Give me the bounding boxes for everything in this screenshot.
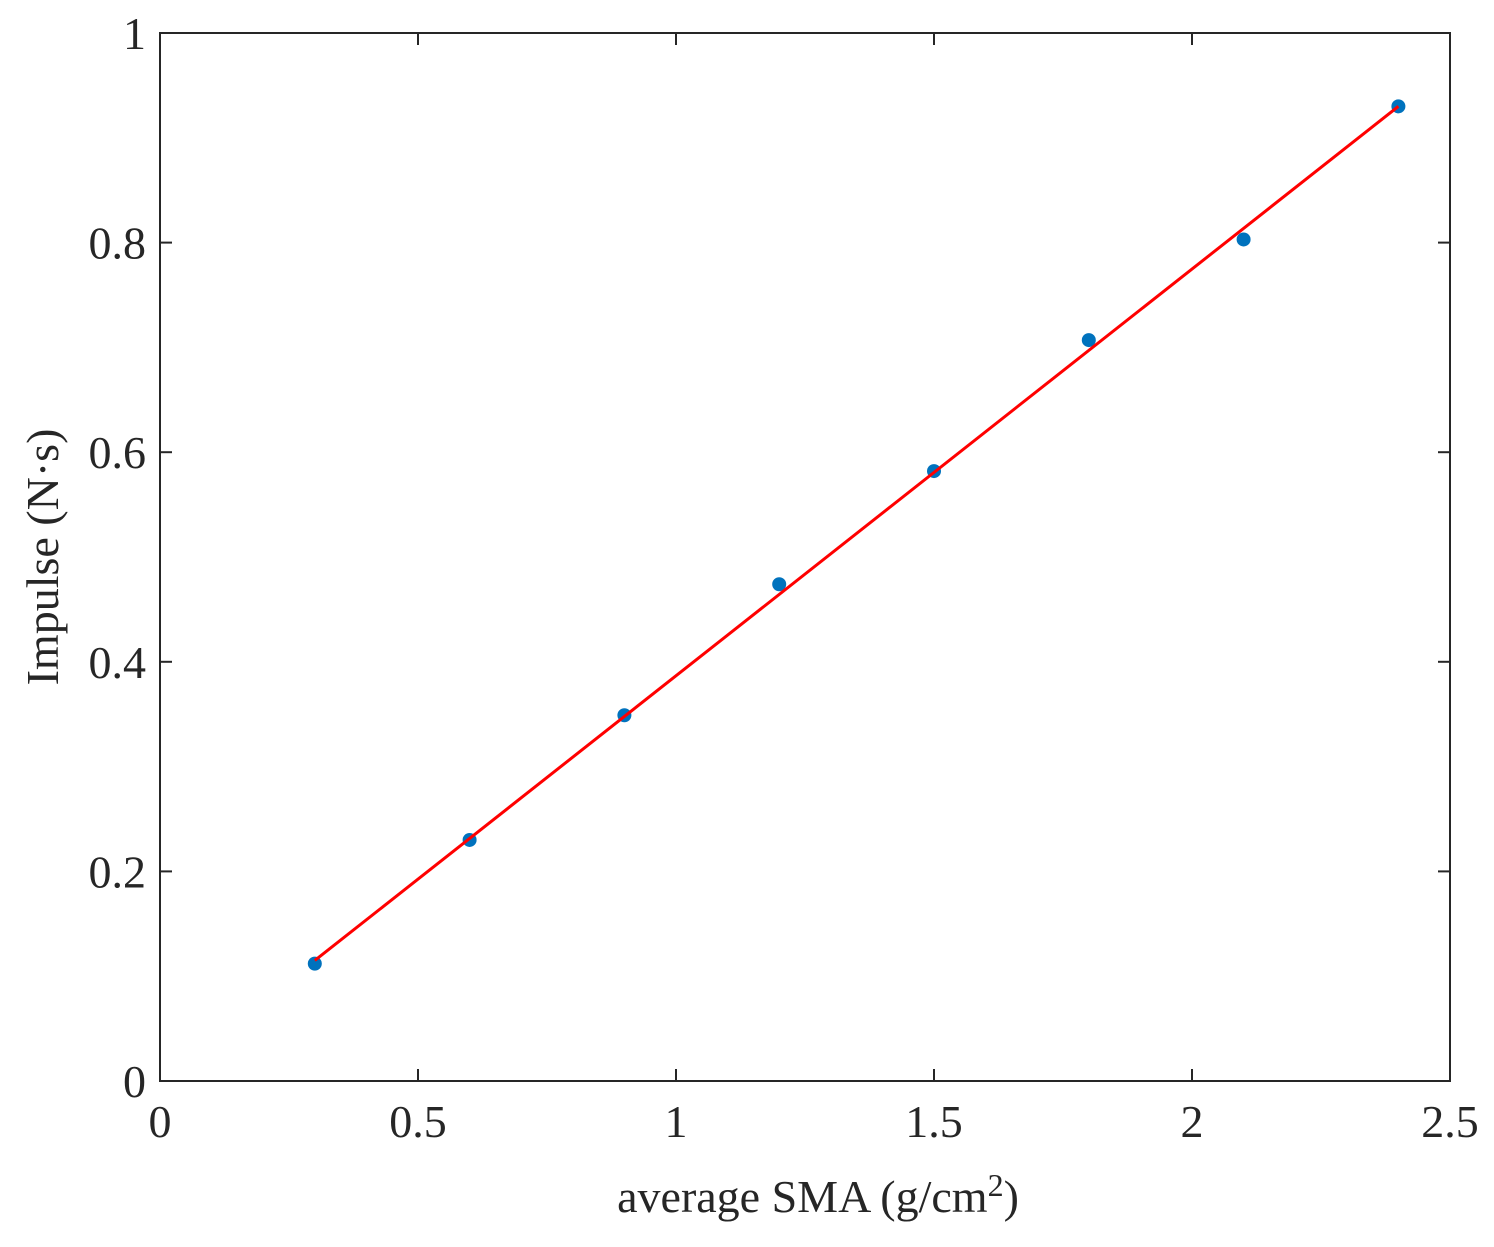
y-tick-label: 0.8 [89,218,147,269]
x-tick-label: 0.5 [389,1096,447,1147]
y-tick-label: 1 [123,8,146,59]
x-tick-label: 1 [665,1096,688,1147]
data-point [307,956,322,971]
y-tick-label: 0.2 [89,846,147,897]
data-layer [307,99,1406,971]
x-tick-label: 0 [149,1096,172,1147]
data-point [772,577,787,592]
x-axis-label: average SMA (g/cm2) [617,1167,1019,1222]
axis-labels: average SMA (g/cm2) Impulse (N·s) [17,429,1019,1222]
y-tick-label: 0.6 [89,427,147,478]
y-axis-label: Impulse (N·s) [17,429,68,686]
data-point [1081,333,1096,348]
data-point [1236,232,1251,247]
fit-line [313,105,1400,962]
axis-ticks: 0 0.5 1 1.5 2 2.5 0 0.2 0.4 0.6 0.8 1 [89,8,1479,1147]
plot-frame [159,32,1451,1082]
x-tick-label: 2 [1181,1096,1204,1147]
x-tick-label: 2.5 [1421,1096,1479,1147]
y-tick-label: 0 [123,1056,146,1107]
y-tick-label: 0.4 [89,637,147,688]
x-tick-label: 1.5 [905,1096,963,1147]
plot-area [159,32,1451,1082]
